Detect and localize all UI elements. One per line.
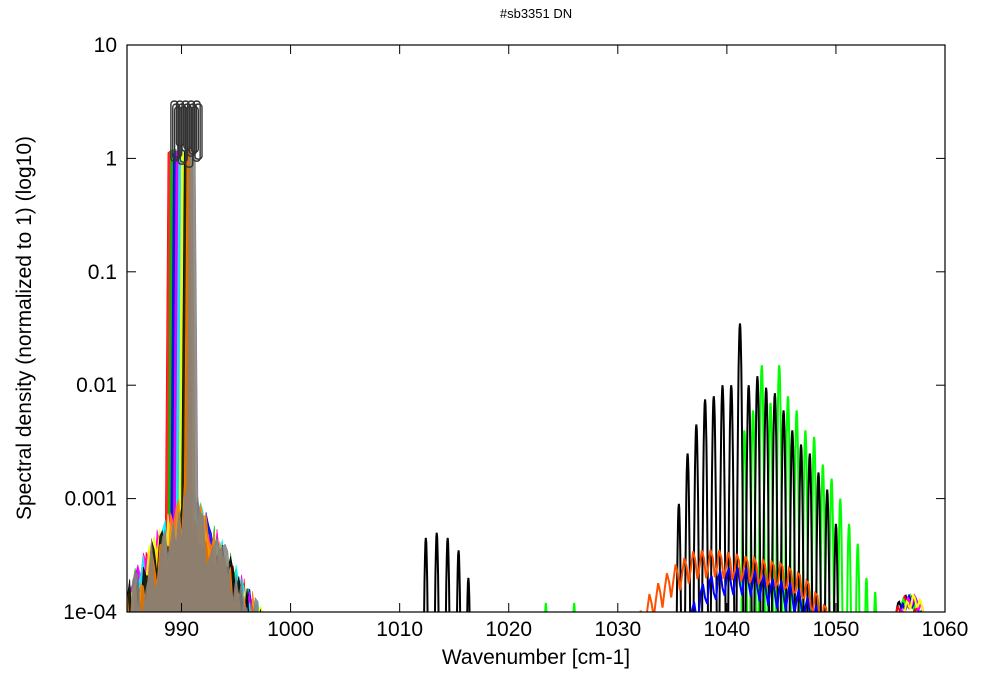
x-tick-label: 1040 (704, 618, 751, 641)
peak-label-mark (192, 100, 201, 162)
y-tick-label: 1e-04 (63, 601, 117, 624)
x-tick-label: 1030 (594, 618, 641, 641)
x-tick-label: 1060 (922, 618, 969, 641)
y-axis-title: Spectral density (normalized to 1) (log1… (13, 136, 36, 520)
x-axis: 990 1000 1010 1020 1030 1040 1050 1060 (164, 45, 968, 641)
y-tick-label: 10 (94, 34, 117, 57)
x-tick-label: 1010 (376, 618, 423, 641)
y-tick-label: 0.1 (88, 261, 117, 284)
peak-label-cluster (170, 100, 203, 168)
envelope-series (639, 549, 828, 612)
y-axis: 1e-04 0.001 0.01 0.1 1 10 (63, 34, 945, 624)
series-layer (127, 148, 927, 612)
y-tick-label: 0.01 (76, 374, 117, 397)
y-tick-label: 0.001 (64, 488, 117, 511)
band-1057-trace (899, 593, 924, 612)
peak-series (421, 323, 841, 612)
x-tick-label: 990 (164, 618, 199, 641)
x-axis-title: Wavenumber [cm-1] (442, 646, 630, 669)
envelope-series (690, 567, 819, 612)
chart-title: #sb3351 DN (500, 6, 572, 21)
peak-series (541, 365, 880, 612)
x-tick-label: 1020 (485, 618, 532, 641)
x-tick-label: 1000 (267, 618, 314, 641)
plot-frame (126, 44, 946, 613)
band-990-trace (127, 149, 280, 612)
peak-label-mark (194, 103, 203, 160)
band-1057-trace (903, 593, 927, 612)
x-tick-label: 1050 (813, 618, 860, 641)
y-tick-label: 1 (105, 147, 117, 170)
